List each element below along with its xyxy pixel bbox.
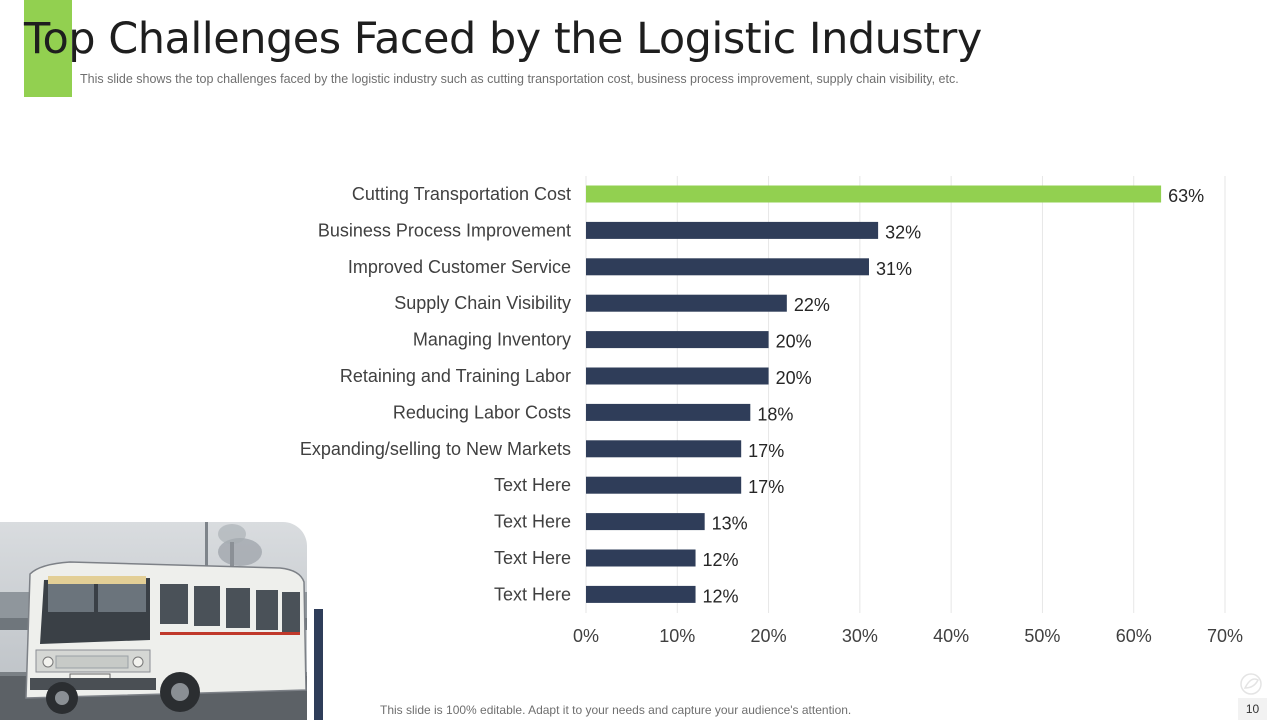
- x-tick-label: 20%: [751, 626, 787, 646]
- bar: [586, 549, 696, 567]
- value-label: 63%: [1168, 186, 1204, 206]
- category-label: Text Here: [494, 548, 571, 568]
- value-label: 17%: [748, 477, 784, 497]
- bar: [586, 403, 751, 421]
- chart-x-tick-labels: 0% 10% 20% 30% 40% 50% 60% 70%: [573, 626, 1243, 646]
- category-label: Reducing Labor Costs: [393, 402, 571, 422]
- decorative-vertical-bar: [314, 609, 323, 720]
- x-tick-label: 10%: [659, 626, 695, 646]
- value-label: 13%: [712, 514, 748, 534]
- bar: [586, 331, 769, 349]
- value-label: 17%: [748, 441, 784, 461]
- category-label: Managing Inventory: [413, 330, 571, 350]
- bar: [586, 185, 1162, 203]
- chart-bars: [586, 185, 1162, 603]
- bar: [586, 221, 879, 239]
- chart-value-labels: 63%32%31%22%20%20%18%17%17%13%12%12%: [703, 186, 1205, 606]
- category-label: Supply Chain Visibility: [394, 293, 571, 313]
- category-label: Text Here: [494, 512, 571, 532]
- bar: [586, 476, 742, 494]
- value-label: 32%: [885, 222, 921, 242]
- chart-gridlines: [585, 176, 1226, 613]
- bar: [586, 294, 787, 312]
- x-tick-label: 40%: [933, 626, 969, 646]
- x-tick-label: 30%: [842, 626, 878, 646]
- value-label: 12%: [703, 550, 739, 570]
- slide-subtitle: This slide shows the top challenges face…: [80, 72, 959, 86]
- category-label: Expanding/selling to New Markets: [300, 439, 571, 459]
- slide-title: Top Challenges Faced by the Logistic Ind…: [24, 14, 982, 64]
- value-label: 22%: [794, 295, 830, 315]
- x-tick-label: 70%: [1207, 626, 1243, 646]
- category-label: Cutting Transportation Cost: [352, 184, 571, 204]
- bar: [586, 258, 869, 276]
- category-label: Text Here: [494, 584, 571, 604]
- bar: [586, 513, 705, 531]
- category-label: Retaining and Training Labor: [340, 366, 571, 386]
- x-tick-label: 50%: [1024, 626, 1060, 646]
- value-label: 31%: [876, 259, 912, 279]
- page-number: 10: [1238, 698, 1267, 720]
- category-label: Business Process Improvement: [318, 220, 571, 240]
- x-tick-label: 0%: [573, 626, 599, 646]
- category-label: Improved Customer Service: [348, 257, 571, 277]
- chart-category-labels: Cutting Transportation Cost Business Proc…: [300, 184, 571, 604]
- bar: [586, 585, 696, 603]
- x-tick-label: 60%: [1116, 626, 1152, 646]
- value-label: 20%: [776, 368, 812, 388]
- value-label: 12%: [703, 586, 739, 606]
- category-label: Text Here: [494, 475, 571, 495]
- footer-note: This slide is 100% editable. Adapt it to…: [380, 703, 852, 717]
- title-accent-block: [24, 0, 72, 97]
- value-label: 18%: [757, 404, 793, 424]
- bar: [586, 440, 742, 458]
- leaf-logo-icon: [1240, 673, 1262, 695]
- value-label: 20%: [776, 332, 812, 352]
- bus-photo: [0, 522, 307, 720]
- bar: [586, 367, 769, 385]
